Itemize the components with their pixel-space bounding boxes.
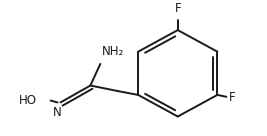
Text: F: F	[229, 91, 236, 104]
Text: N: N	[53, 106, 62, 119]
Text: HO: HO	[19, 94, 37, 107]
Text: NH₂: NH₂	[102, 45, 125, 58]
Text: F: F	[174, 2, 181, 15]
